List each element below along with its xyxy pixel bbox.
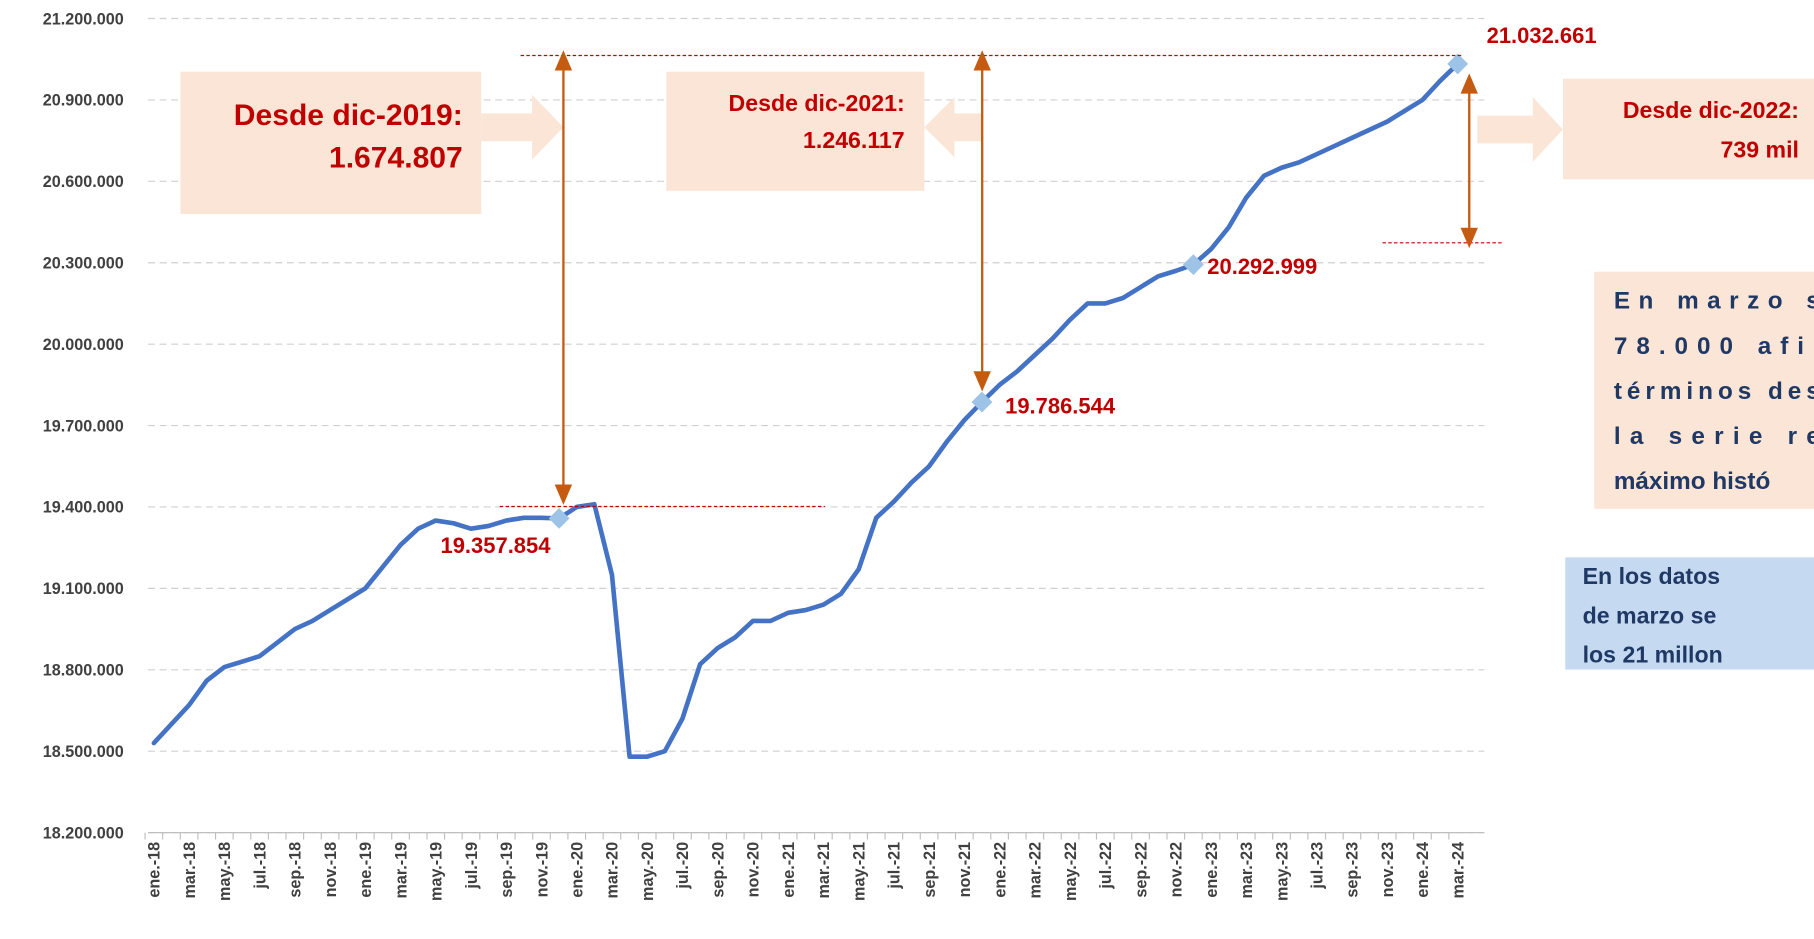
annotation-box bbox=[180, 71, 482, 214]
x-tick-label: mar.-24 bbox=[1449, 842, 1467, 899]
x-tick-label: nov.-22 bbox=[1168, 842, 1186, 897]
x-tick-label: ene.-20 bbox=[569, 842, 587, 898]
x-tick-label: nov.-18 bbox=[322, 842, 340, 897]
x-tick-label: ene.-19 bbox=[357, 842, 375, 898]
value-label: 19.357.854 bbox=[440, 533, 551, 558]
y-tick-label: 19.700.000 bbox=[43, 417, 124, 435]
x-tick-label: sep.-20 bbox=[709, 842, 727, 898]
block-arrow bbox=[924, 97, 983, 158]
x-tick-label: jul.-23 bbox=[1309, 842, 1327, 890]
x-tick-label: sep.-22 bbox=[1132, 842, 1150, 898]
x-tick-label: jul.-20 bbox=[674, 842, 692, 890]
y-tick-label: 18.200.000 bbox=[43, 824, 124, 842]
note-box bbox=[1594, 271, 1814, 509]
x-tick-label: ene.-24 bbox=[1414, 842, 1432, 898]
y-tick-label: 19.400.000 bbox=[43, 499, 124, 517]
x-tick-label: sep.-23 bbox=[1344, 842, 1362, 898]
annotation-box bbox=[1562, 78, 1814, 180]
note-line: máximo histó bbox=[1614, 468, 1770, 495]
x-tick-label: ene.-18 bbox=[146, 842, 164, 898]
y-tick-label: 20.600.000 bbox=[43, 173, 124, 191]
x-tick-label: mar.-20 bbox=[604, 842, 622, 899]
x-tick-label: jul.-19 bbox=[463, 842, 481, 890]
annotation-title: Desde dic-2021: bbox=[729, 90, 905, 116]
x-tick-label: ene.-22 bbox=[991, 842, 1009, 898]
x-tick-label: jul.-18 bbox=[251, 842, 269, 890]
x-tick-label: ene.-23 bbox=[1203, 842, 1221, 898]
y-tick-label: 19.100.000 bbox=[43, 580, 124, 598]
x-tick-label: ene.-21 bbox=[780, 842, 798, 898]
note-line: los 21 millon bbox=[1583, 642, 1723, 668]
x-tick-label: may.-23 bbox=[1273, 842, 1291, 901]
x-tick-label: mar.-18 bbox=[181, 842, 199, 899]
annotation-box bbox=[666, 71, 925, 191]
point-marker bbox=[971, 391, 993, 413]
x-tick-label: mar.-19 bbox=[392, 842, 410, 899]
block-arrow bbox=[481, 94, 564, 160]
block-arrow bbox=[1477, 97, 1563, 162]
y-tick-label: 18.500.000 bbox=[43, 743, 124, 761]
x-tick-label: nov.-19 bbox=[533, 842, 551, 897]
annotation-value: 1.246.117 bbox=[803, 127, 905, 153]
annotation-value: 739 mil bbox=[1721, 136, 1799, 162]
annotation-layer bbox=[180, 50, 1814, 670]
annotation-title: Desde dic-2019: bbox=[234, 99, 463, 132]
y-tick-label: 20.000.000 bbox=[43, 336, 124, 354]
y-tick-label: 21.200.000 bbox=[43, 10, 124, 28]
x-tick-label: mar.-21 bbox=[815, 842, 833, 899]
x-tick-label: jul.-21 bbox=[886, 842, 904, 890]
x-tick-label: sep.-19 bbox=[498, 842, 516, 898]
x-tick-label: may.-19 bbox=[428, 842, 446, 901]
double-arrows bbox=[554, 50, 1478, 505]
note-line: En marzo s bbox=[1614, 288, 1814, 315]
annotation-title: Desde dic-2022: bbox=[1623, 97, 1799, 123]
x-tick-label: may.-18 bbox=[216, 842, 234, 901]
x-tick-label: jul.-22 bbox=[1097, 842, 1115, 890]
x-tick-label: may.-21 bbox=[850, 842, 868, 901]
x-tick-label: nov.-20 bbox=[745, 842, 763, 897]
note-line: En los datos bbox=[1583, 563, 1721, 589]
note-line: de marzo se bbox=[1583, 602, 1717, 628]
x-tick-label: sep.-18 bbox=[287, 842, 305, 898]
x-tick-label: may.-22 bbox=[1062, 842, 1080, 901]
y-tick-label: 20.300.000 bbox=[43, 255, 124, 273]
value-label: 21.032.661 bbox=[1487, 23, 1597, 48]
value-label: 20.292.999 bbox=[1207, 254, 1317, 279]
x-tick-label: mar.-23 bbox=[1238, 842, 1256, 899]
y-tick-label: 18.800.000 bbox=[43, 662, 124, 680]
y-tick-label: 20.900.000 bbox=[43, 92, 124, 110]
value-label: 19.786.544 bbox=[1005, 394, 1116, 419]
x-tick-label: mar.-22 bbox=[1027, 842, 1045, 899]
note-box bbox=[1565, 557, 1814, 670]
series-line bbox=[151, 61, 1460, 759]
x-tick-label: may.-20 bbox=[639, 842, 657, 901]
x-tick-label: nov.-21 bbox=[956, 842, 974, 897]
annotation-value: 1.674.807 bbox=[329, 142, 463, 175]
x-tick-label: nov.-23 bbox=[1379, 842, 1397, 897]
x-tick-label: sep.-21 bbox=[921, 842, 939, 898]
